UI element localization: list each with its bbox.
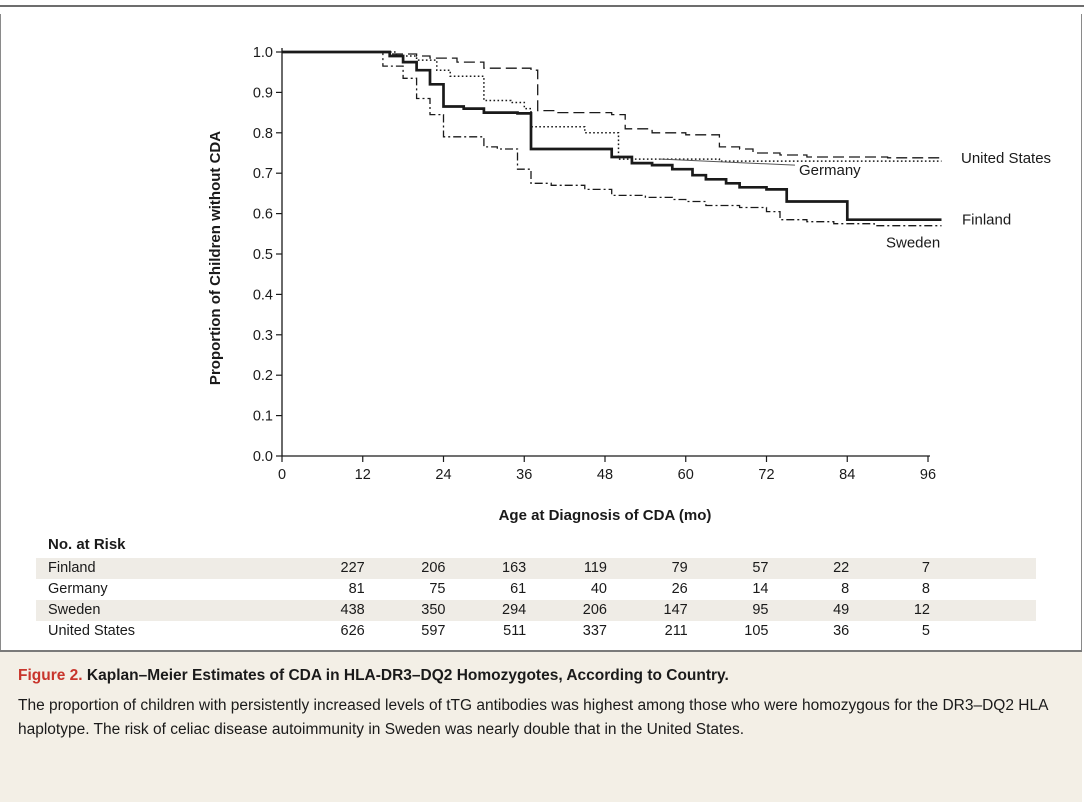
risk-cell: 119	[583, 560, 607, 576]
risk-cell: 79	[671, 560, 688, 576]
y-tick-label: 0.0	[253, 449, 273, 465]
risk-cell: 14	[752, 581, 769, 597]
risk-cell: 22	[833, 560, 850, 576]
x-tick-label: 60	[678, 467, 694, 483]
y-tick-label: 0.7	[253, 166, 273, 182]
x-tick-label: 12	[355, 467, 371, 483]
curve-label-united-states: United States	[961, 150, 1051, 167]
risk-row-united-states: United States 626 597 511 337 211 105 36…	[36, 621, 1036, 642]
risk-cell: 438	[340, 602, 365, 618]
figure-number: Figure 2.	[18, 667, 83, 684]
risk-cell: 211	[664, 623, 688, 639]
risk-row-country: United States	[48, 623, 136, 639]
risk-table-title: No. at Risk	[48, 536, 126, 553]
risk-cell: 57	[752, 560, 769, 576]
curve-label-finland: Finland	[962, 212, 1011, 229]
risk-row-country: Germany	[48, 581, 108, 597]
y-tick-label: 0.8	[253, 126, 273, 142]
risk-cell: 597	[421, 623, 446, 639]
risk-cell: 95	[752, 602, 769, 618]
risk-table: No. at Risk Finland 227 206 163 119 79 5…	[36, 535, 1036, 642]
risk-cell: 26	[671, 581, 688, 597]
chart-curves	[282, 50, 942, 227]
curve-label-germany: Germany	[799, 162, 861, 179]
risk-cell: 163	[502, 560, 527, 576]
y-tick-label: 0.2	[253, 368, 273, 384]
risk-row-germany: Germany 81 75 61 40 26 14 8 8	[36, 579, 1036, 600]
risk-cell: 61	[510, 581, 527, 597]
km-curve-united-states	[282, 51, 942, 159]
risk-cell: 337	[582, 623, 607, 639]
risk-cell: 206	[582, 602, 607, 618]
x-tick-label: 0	[278, 467, 286, 483]
km-curve-finland	[282, 50, 942, 222]
chart-labels: United States Germany Finland Sweden	[658, 150, 1051, 252]
caption-body: The proportion of children with persiste…	[18, 697, 1048, 738]
risk-cell: 8	[921, 581, 930, 597]
risk-cell: 350	[421, 602, 446, 618]
y-tick-label: 0.3	[253, 328, 273, 344]
risk-cell: 5	[921, 623, 930, 639]
y-tick-label: 0.1	[253, 409, 273, 425]
curve-label-sweden: Sweden	[886, 235, 940, 252]
caption-title-text: Kaplan–Meier Estimates of CDA in HLA-DR3…	[86, 667, 729, 684]
risk-row-sweden: Sweden 438 350 294 206 147 95 49 12	[36, 600, 1036, 621]
risk-row-country: Finland	[48, 560, 96, 576]
y-tick-label: 0.5	[253, 247, 273, 263]
y-tick-label: 0.4	[253, 287, 273, 303]
y-axis-label: Proportion of Children without CDA	[207, 131, 224, 385]
y-tick-label: 0.9	[253, 85, 273, 101]
risk-row-country: Sweden	[48, 602, 101, 618]
risk-cell: 49	[833, 602, 850, 618]
top-rule	[0, 5, 1084, 7]
risk-cell: 147	[663, 602, 688, 618]
chart-axes: 0.0 0.1 0.2 0.3 0.4 0.5 0.6 0.7 0.8 0.9 1.0 0 12 24 36…	[253, 45, 936, 483]
km-curve-germany	[282, 51, 942, 162]
risk-cell: 294	[502, 602, 527, 618]
risk-cell: 7	[921, 560, 930, 576]
x-axis-label: Age at Diagnosis of CDA (mo)	[499, 507, 712, 524]
germany-leader-line	[658, 158, 796, 166]
y-tick-label: 0.6	[253, 207, 273, 223]
x-tick-label: 24	[435, 467, 451, 483]
risk-cell: 206	[421, 560, 446, 576]
caption-title: Figure 2. Kaplan–Meier Estimates of CDA …	[18, 666, 1064, 686]
km-curve-sweden	[282, 51, 942, 227]
x-tick-label: 48	[597, 467, 613, 483]
risk-cell: 81	[348, 581, 365, 597]
risk-cell: 36	[833, 623, 850, 639]
risk-cell: 8	[841, 581, 850, 597]
x-tick-label: 72	[758, 467, 774, 483]
risk-cell: 75	[429, 581, 446, 597]
y-tick-label: 1.0	[253, 45, 273, 61]
risk-cell: 40	[590, 581, 607, 597]
km-chart: 0.0 0.1 0.2 0.3 0.4 0.5 0.6 0.7 0.8 0.9 1.0 0 12 24 36…	[207, 45, 1051, 524]
risk-cell: 105	[744, 623, 769, 639]
risk-cell: 626	[340, 623, 365, 639]
risk-cell: 511	[503, 623, 527, 639]
risk-cell: 227	[340, 560, 365, 576]
risk-table-rows: Finland 227 206 163 119 79 57 22 7 Germa…	[36, 558, 1036, 642]
figure-caption: Figure 2. Kaplan–Meier Estimates of CDA …	[0, 650, 1082, 802]
x-tick-label: 84	[839, 467, 855, 483]
x-tick-label: 96	[920, 467, 936, 483]
risk-row-finland: Finland 227 206 163 119 79 57 22 7	[36, 558, 1036, 579]
risk-cell: 12	[913, 602, 930, 618]
x-tick-label: 36	[516, 467, 532, 483]
